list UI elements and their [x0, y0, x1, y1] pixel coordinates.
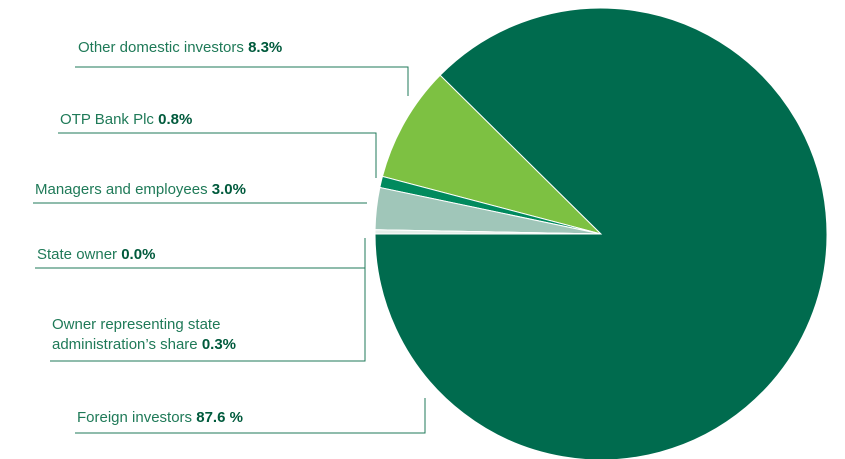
label: Foreign investors 87.6 % [77, 409, 243, 426]
pie-slice [381, 74, 603, 235]
label: Managers and employees 3.0% [35, 181, 246, 198]
leader-lines [33, 66, 426, 434]
slices [374, 7, 828, 459]
pie-slice [374, 7, 828, 459]
leader-line [58, 132, 377, 178]
label: State owner 0.0% [37, 246, 156, 263]
leader-line [75, 66, 409, 96]
leader-line [75, 398, 426, 434]
label: OTP Bank Plc 0.8% [60, 111, 193, 128]
label: Owner representing state administration’… [52, 316, 237, 353]
label: Other domestic investors 8.3% [78, 39, 283, 56]
leader-line [50, 240, 366, 362]
